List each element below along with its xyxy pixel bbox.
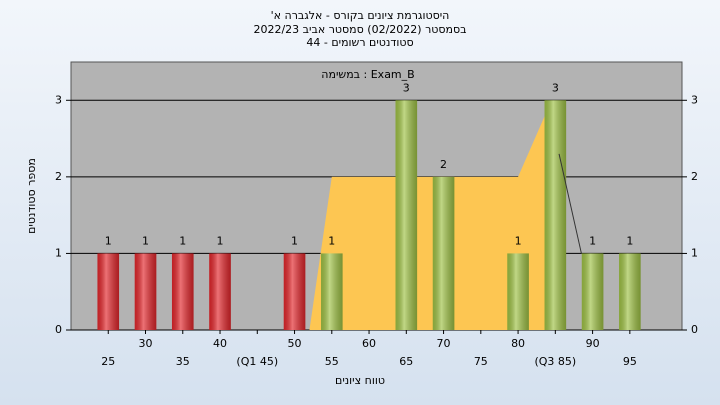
y2-tick-label: 2 (691, 170, 698, 183)
data-label: 1 (179, 234, 186, 247)
x-tick-label: 75 (474, 355, 488, 368)
y-tick-label: 1 (55, 246, 62, 259)
x-tick-label: 80 (511, 337, 525, 350)
data-label: 1 (142, 234, 149, 247)
chart-subtitle: סטודנטים רשומים - 44 (306, 36, 413, 49)
x-tick-label: 35 (176, 355, 190, 368)
bar-shine (97, 253, 120, 330)
y-tick-label: 2 (55, 170, 62, 183)
annotation: במשימה : Exam_B (321, 68, 414, 81)
bar-shine (171, 253, 194, 330)
y-tick-label: 3 (55, 93, 62, 106)
x-tick-label: 95 (623, 355, 637, 368)
data-label: 1 (626, 234, 633, 247)
data-label: 1 (515, 234, 522, 247)
bar-shine (134, 253, 157, 330)
chart-subtitle: בסמסטר (02/2022) סמסטר אביב 2022/23 (253, 23, 466, 36)
data-label: 3 (552, 81, 559, 94)
x-tick-label: 65 (399, 355, 413, 368)
bar-shine (544, 100, 567, 331)
y2-tick-label: 3 (691, 93, 698, 106)
x-tick-label: (Q3 85) (534, 355, 576, 368)
area (309, 100, 552, 331)
bar-shine (209, 253, 231, 330)
x-tick-label: 55 (325, 355, 339, 368)
data-label: 1 (217, 234, 224, 247)
y-axis-label: מספר סטודנטים (25, 158, 38, 234)
bar-shine (432, 176, 455, 330)
chart-title: 'היסטוגרמת ציונים בקורס - אלגברה א (271, 9, 450, 22)
data-label: 1 (589, 234, 596, 247)
x-axis-label: טווח ציונים (335, 374, 385, 387)
data-label: 1 (328, 234, 335, 247)
data-label: 3 (403, 81, 410, 94)
x-tick-label: 70 (437, 337, 451, 350)
bar-shine (581, 253, 604, 330)
x-tick-label: 90 (586, 337, 600, 350)
x-tick-label: 40 (213, 337, 227, 350)
data-label: 2 (440, 158, 447, 171)
bar-shine (320, 253, 343, 330)
data-label: 1 (291, 234, 298, 247)
y-tick-label: 0 (55, 323, 62, 336)
y2-tick-label: 0 (691, 323, 698, 336)
x-tick-label: 30 (139, 337, 153, 350)
y2-tick-label: 1 (691, 246, 698, 259)
data-label: 1 (105, 234, 112, 247)
x-tick-label: (Q1 45) (236, 355, 278, 368)
x-tick-label: 50 (288, 337, 302, 350)
x-tick-label: 25 (101, 355, 115, 368)
x-tick-label: 60 (362, 337, 376, 350)
bar-shine (619, 253, 641, 330)
line (558, 153, 582, 254)
bar-shine (507, 253, 529, 330)
bar-shine (395, 100, 418, 331)
bar-shine (283, 253, 306, 330)
